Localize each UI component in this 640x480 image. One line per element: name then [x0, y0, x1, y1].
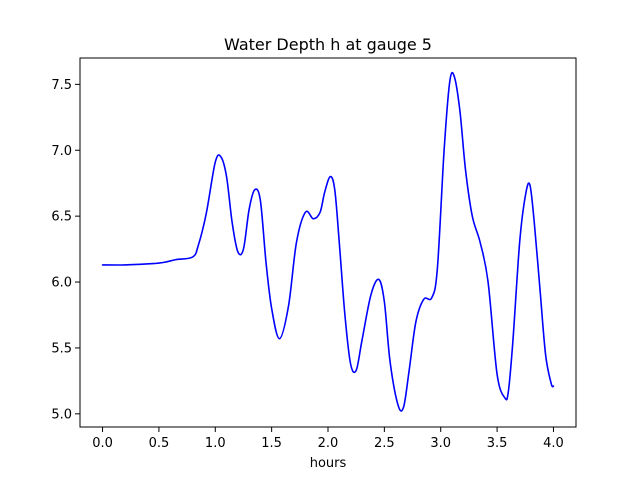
y-tick-label: 5.5 — [51, 341, 72, 356]
y-tick-label: 6.5 — [51, 210, 72, 225]
plot-area — [79, 57, 577, 428]
y-tick-label: 7.5 — [51, 78, 72, 93]
x-tick-label: 0.0 — [92, 436, 113, 451]
x-tick-label: 4.0 — [543, 436, 564, 451]
x-tick-label: 3.0 — [430, 436, 451, 451]
series-line — [101, 71, 555, 412]
x-tick-label: 1.0 — [205, 436, 226, 451]
y-tick-label: 5.0 — [51, 407, 72, 422]
x-axis-label: hours — [310, 456, 347, 471]
x-axis: 0.0 0.5 1.0 1.5 2.0 2.5 3.0 3.5 4.0 — [92, 427, 564, 451]
x-tick-label: 2.0 — [318, 436, 339, 451]
x-tick-label: 3.5 — [487, 436, 508, 451]
x-tick-label: 2.5 — [374, 436, 395, 451]
x-tick-label: 0.5 — [149, 436, 170, 451]
y-tick-label: 7.0 — [51, 144, 72, 159]
y-axis: 5.0 5.5 6.0 6.5 7.0 7.5 — [51, 78, 80, 422]
x-tick-label: 1.5 — [261, 436, 282, 451]
y-tick-label: 6.0 — [51, 276, 72, 291]
chart-title: Water Depth h at gauge 5 — [224, 35, 432, 54]
